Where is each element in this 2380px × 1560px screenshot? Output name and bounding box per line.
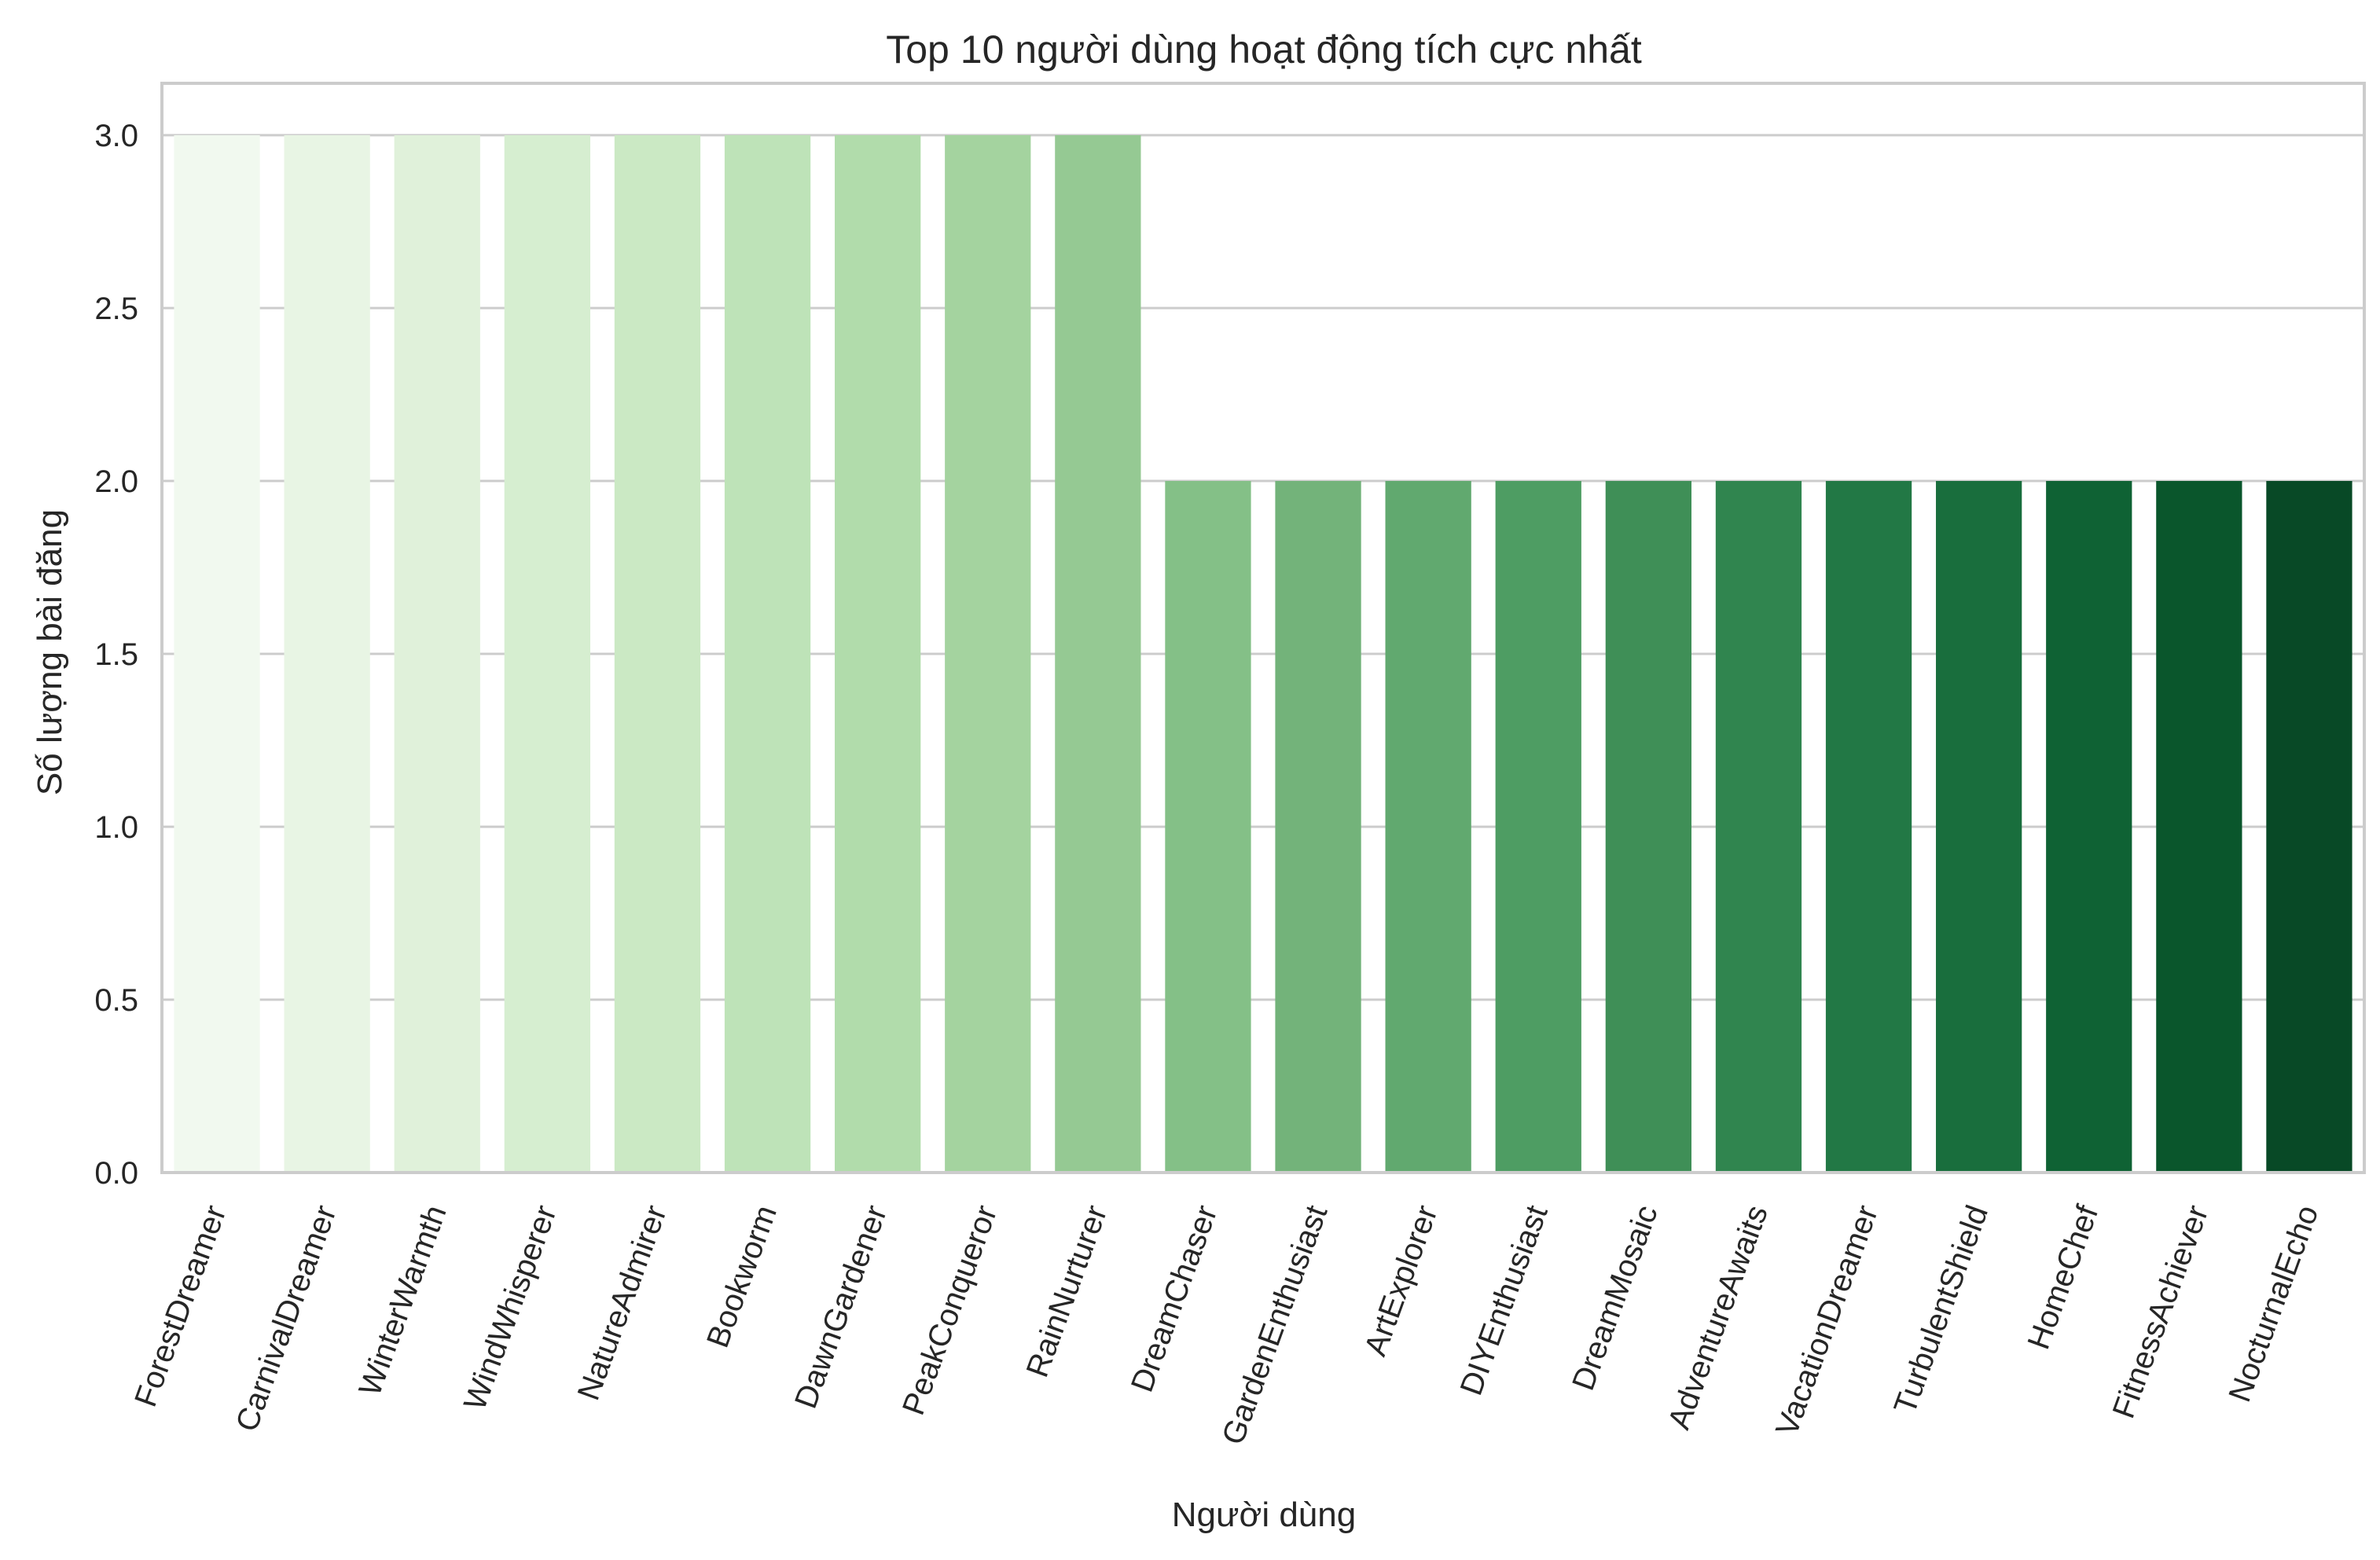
y-tick-label: 0.0 (94, 1156, 138, 1191)
x-axis-label: Người dùng (1172, 1496, 1356, 1534)
bar-Bookworm (724, 135, 811, 1173)
bar-GardenEnthusiast (1275, 481, 1361, 1173)
bar-FitnessAchiever (2156, 481, 2242, 1173)
bar-AdventureAwaits (1715, 481, 1802, 1173)
x-tick-label: FitnessAchiever (2106, 1201, 2216, 1422)
x-tick-label: GardenEnthusiast (1216, 1201, 1335, 1449)
x-tick-label: ArtExplorer (1358, 1201, 1445, 1360)
bar-DreamMosaic (1605, 481, 1691, 1173)
x-tick-label: DawnGardener (788, 1201, 894, 1413)
y-tick-label: 2.0 (94, 464, 138, 499)
y-tick-label: 0.5 (94, 983, 138, 1018)
x-tick-label: NocturnalEcho (2222, 1201, 2325, 1407)
x-tick-label: NatureAdmirer (571, 1201, 674, 1404)
x-tick-label: WinterWarmth (352, 1201, 453, 1400)
x-tick-label: VacationDreamer (1769, 1201, 1885, 1441)
grid-lines (162, 134, 2364, 1174)
y-tick-label: 1.0 (94, 810, 138, 845)
bar-HomeChef (2046, 481, 2132, 1173)
bar-WindWhisperer (504, 135, 590, 1173)
x-tick-label: WindWhisperer (457, 1201, 564, 1415)
bar-DIYEnthusiast (1495, 481, 1581, 1173)
bar-PeakConqueror (945, 135, 1031, 1173)
plot-frame (160, 82, 2366, 1174)
bar-DreamChaser (1165, 481, 1251, 1173)
x-tick-label: AdventureAwaits (1662, 1201, 1775, 1433)
bar-NatureAdmirer (614, 135, 701, 1173)
bar-WinterWarmth (394, 135, 480, 1173)
x-tick-label: CarnivalDreamer (230, 1201, 343, 1436)
x-tick-label: DreamMosaic (1566, 1201, 1665, 1395)
bar-DawnGardener (835, 135, 921, 1173)
bar-VacationDreamer (1825, 481, 1912, 1173)
y-tick-label: 3.0 (94, 119, 138, 153)
y-tick-labels: 0.0 0.5 1.0 1.5 2.0 2.5 3.0 (94, 119, 138, 1191)
bar-ForestDreamer (174, 135, 260, 1173)
y-tick-label: 1.5 (94, 637, 138, 672)
y-tick-label: 2.5 (94, 292, 138, 326)
x-tick-label: DreamChaser (1125, 1201, 1224, 1397)
chart-title: Top 10 người dùng hoạt động tích cực nhấ… (886, 28, 1642, 72)
bar-RainNurturer (1055, 135, 1141, 1173)
bar-CarnivalDreamer (284, 135, 370, 1173)
x-tick-label: DIYEnthusiast (1454, 1201, 1555, 1400)
x-tick-label: Bookworm (700, 1201, 784, 1353)
x-tick-label: RainNurturer (1020, 1201, 1115, 1382)
bar-NocturnalEcho (2266, 481, 2352, 1173)
bar-ArtExplorer (1385, 481, 1471, 1173)
y-axis-label: Số lượng bài đăng (31, 509, 69, 795)
x-tick-label: PeakConqueror (896, 1201, 1004, 1419)
bars (174, 135, 2352, 1173)
x-tick-label: TurbulentShield (1887, 1201, 1995, 1419)
x-tick-label: HomeChef (2021, 1200, 2105, 1354)
x-tick-label: ForestDreamer (128, 1201, 233, 1411)
bar-TurbulentShield (1936, 481, 2022, 1173)
